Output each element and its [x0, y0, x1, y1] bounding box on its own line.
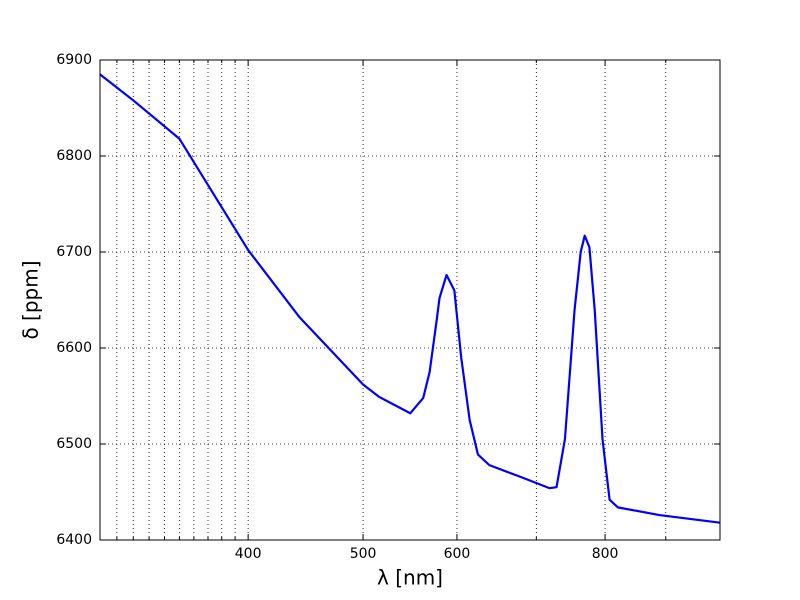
x-axis-label: λ [nm]	[377, 566, 443, 590]
y-axis-label: δ [ppm]	[19, 260, 43, 339]
x-tick-label: 800	[592, 546, 619, 562]
y-tick-label: 6900	[56, 52, 92, 68]
y-tick-label: 6800	[56, 148, 92, 164]
data-line	[99, 73, 721, 524]
y-tick-label: 6500	[56, 436, 92, 452]
x-tick-label: 500	[350, 546, 377, 562]
x-tick-label: 400	[235, 546, 262, 562]
y-tick-label: 6700	[56, 244, 92, 260]
y-tick-label: 6600	[56, 340, 92, 356]
x-tick-label: 600	[444, 546, 471, 562]
plot-frame	[99, 59, 721, 541]
y-tick-label: 6400	[56, 532, 92, 548]
